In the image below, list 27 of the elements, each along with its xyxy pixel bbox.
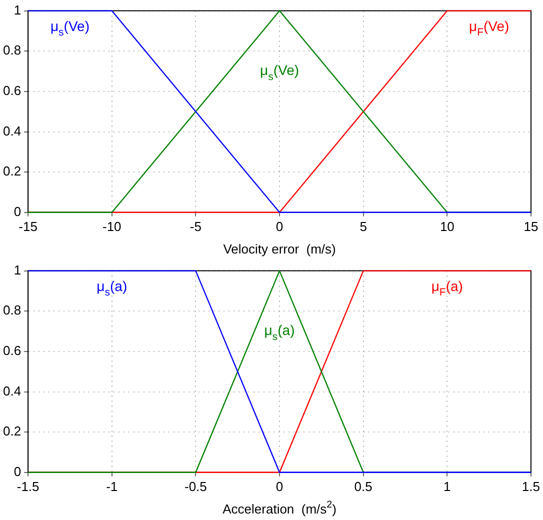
x-tick-label: 1 <box>444 478 451 494</box>
y-tick-label: 0.6 <box>2 83 22 98</box>
y-tick-label: 0 <box>14 464 22 479</box>
x-tick-label: -1 <box>106 478 118 494</box>
y-tick-label: 1 <box>14 2 22 18</box>
x-axis-title: Velocity error (m/s) <box>223 242 336 257</box>
y-tick-label: 0.8 <box>2 302 22 318</box>
x-tick-label: 10 <box>440 218 454 234</box>
x-tick-label: -0.5 <box>184 478 207 494</box>
y-tick-label: 0.8 <box>2 42 22 58</box>
x-tick-label: 0.5 <box>354 478 372 494</box>
x-tick-label: 0 <box>276 218 284 234</box>
y-tick-label: 0.6 <box>2 343 22 358</box>
y-tick-label: 1 <box>14 262 22 278</box>
x-tick-label: -1.5 <box>16 478 40 494</box>
x-tick-label: 5 <box>360 218 367 234</box>
x-tick-label: -15 <box>18 218 38 234</box>
x-tick-label: 15 <box>524 218 538 234</box>
y-tick-label: 0.2 <box>2 424 22 439</box>
y-tick-label: 0.4 <box>2 383 22 398</box>
x-tick-label: -5 <box>190 218 202 234</box>
y-tick-label: 0.2 <box>2 164 22 179</box>
x-tick-label: 1.5 <box>522 478 540 494</box>
y-tick-label: 0 <box>14 204 22 219</box>
y-tick-label: 0.4 <box>2 123 22 138</box>
x-tick-label: 0 <box>276 478 284 494</box>
x-tick-label: -10 <box>102 218 122 234</box>
